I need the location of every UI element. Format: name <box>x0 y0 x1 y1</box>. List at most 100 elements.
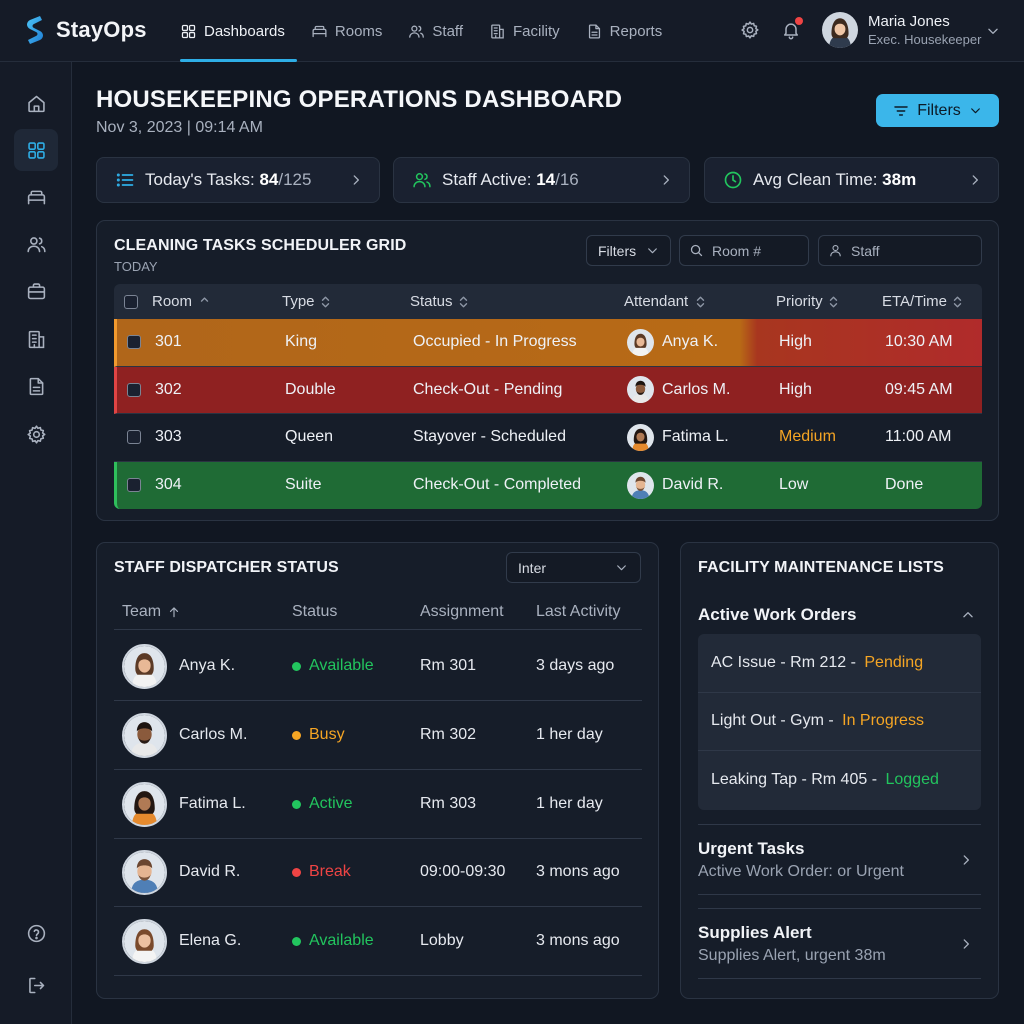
row-checkbox[interactable] <box>127 430 141 445</box>
type-cell: Suite <box>285 476 322 494</box>
col-status[interactable]: Status <box>410 293 624 310</box>
room-cell: 303 <box>117 428 285 446</box>
nav-staff[interactable]: Staff <box>408 0 475 62</box>
staff-table-header: Team Status Assignment Last Activity <box>114 594 642 630</box>
staff-filter-select[interactable]: Inter <box>506 552 641 583</box>
list-item[interactable]: Fatima L. Active Rm 303 1 her day <box>114 770 642 839</box>
col-team[interactable]: Team <box>114 603 292 621</box>
col-last-activity[interactable]: Last Activity <box>536 602 621 620</box>
notification-dot <box>795 17 803 25</box>
col-attendant[interactable]: Attendant <box>624 293 766 310</box>
home-icon <box>26 93 47 114</box>
user-menu[interactable]: Maria Jones Exec. Housekeeper <box>822 12 981 48</box>
sort-icon <box>459 296 468 308</box>
sidebar-item-home[interactable] <box>14 82 58 124</box>
type-cell: King <box>285 333 318 351</box>
avatar <box>122 918 167 964</box>
work-order-text: Leaking Tap - Rm 405 - <box>711 771 882 789</box>
kpi-todays-tasks[interactable]: Today's Tasks: 84/125 <box>96 157 380 203</box>
table-row[interactable]: 301 King Occupied - In Progress Anya K. … <box>114 319 982 367</box>
col-type[interactable]: Type <box>282 293 410 310</box>
eta-cell: 09:45 AM <box>885 380 953 398</box>
nav-rooms[interactable]: Rooms <box>311 0 395 62</box>
work-orders-header[interactable]: Active Work Orders <box>698 605 981 625</box>
sidebar-item-rooms[interactable] <box>14 176 58 218</box>
col-status[interactable]: Status <box>292 602 338 620</box>
row-checkbox[interactable] <box>127 335 141 350</box>
logout-icon <box>26 975 47 996</box>
page-date: Nov 3, 2023 | 09:14 AM <box>96 119 263 136</box>
sort-icon <box>696 296 705 308</box>
sidebar-item-reports[interactable] <box>14 365 58 407</box>
grid-icon <box>180 23 197 40</box>
list-icon <box>115 170 135 190</box>
avatar <box>122 849 167 895</box>
table-row[interactable]: 304 Suite Check-Out - Completed David R.… <box>114 461 982 509</box>
staff-assignment: Rm 302 <box>420 726 477 743</box>
staff-search-input[interactable]: Staff <box>818 235 982 266</box>
col-eta[interactable]: ETA/Time <box>882 293 982 310</box>
urgent-tasks-section[interactable]: Urgent Tasks Active Work Order: or Urgen… <box>698 824 981 895</box>
supplies-alert-section[interactable]: Supplies Alert Supplies Alert, urgent 38… <box>698 908 981 979</box>
eta-cell: 10:30 AM <box>885 333 953 351</box>
staff-filter-value: Inter <box>518 559 547 576</box>
briefcase-icon <box>26 281 47 302</box>
sidebar-item-facility[interactable] <box>14 318 58 360</box>
staff-search-placeholder: Staff <box>851 242 880 259</box>
sidebar-item-help[interactable] <box>14 912 58 954</box>
urgent-tasks-subtitle: Active Work Order: or Urgent <box>698 863 904 880</box>
nav-label: Dashboards <box>204 22 285 40</box>
avatar <box>122 643 167 689</box>
col-priority[interactable]: Priority <box>766 293 882 310</box>
table-row[interactable]: 302 Double Check-Out - Pending Carlos M.… <box>114 366 982 414</box>
sort-up-icon <box>200 296 209 308</box>
col-room[interactable]: Room <box>114 293 282 310</box>
list-item[interactable]: Carlos M. Busy Rm 302 1 her day <box>114 701 642 770</box>
work-orders-list: AC Issue - Rm 212 - Pending Light Out - … <box>698 634 981 810</box>
staff-last-activity: 3 mons ago <box>536 863 620 880</box>
avatar <box>122 712 167 758</box>
room-number: 303 <box>155 428 182 446</box>
scheduler-filter-dropdown[interactable]: Filters <box>586 235 671 266</box>
list-item[interactable]: Elena G. Available Lobby 3 mons ago <box>114 907 642 976</box>
chevron-right-icon <box>349 173 363 187</box>
attendant-name: David R. <box>662 476 724 494</box>
room-search-input[interactable]: Room # <box>679 235 809 266</box>
row-checkbox[interactable] <box>127 382 141 397</box>
staff-name: Fatima L. <box>179 795 246 812</box>
nav-facility[interactable]: Facility <box>489 0 572 62</box>
staff-status: Available <box>309 657 374 674</box>
kpi-staff-active[interactable]: Staff Active: 14/16 <box>393 157 690 203</box>
attendant-cell: David R. <box>627 472 769 499</box>
sidebar-item-staff[interactable] <box>14 223 58 265</box>
col-assignment[interactable]: Assignment <box>420 602 504 620</box>
work-order-item[interactable]: Leaking Tap - Rm 405 - Logged <box>698 751 981 810</box>
sidebar-item-tasks[interactable] <box>14 270 58 312</box>
work-order-item[interactable]: AC Issue - Rm 212 - Pending <box>698 634 981 693</box>
settings-gear-icon[interactable] <box>740 20 760 40</box>
kpi-avg-clean-time[interactable]: Avg Clean Time: 38m <box>704 157 999 203</box>
list-item[interactable]: Anya K. Available Rm 301 3 days ago <box>114 632 642 701</box>
nav-dashboards[interactable]: Dashboards <box>180 0 297 62</box>
attendant-name: Fatima L. <box>662 428 729 446</box>
list-item[interactable]: David R. Break 09:00-09:30 3 mons ago <box>114 838 642 907</box>
select-all-checkbox[interactable] <box>124 294 138 309</box>
avatar <box>122 781 167 827</box>
work-order-status: Pending <box>864 653 924 671</box>
table-row[interactable]: 303 Queen Stayover - Scheduled Fatima L.… <box>114 414 982 462</box>
grid-icon <box>26 140 47 161</box>
kpi-label: Staff Active: <box>442 170 532 189</box>
sidebar-item-dashboard[interactable] <box>14 129 58 171</box>
gear-icon <box>26 424 47 445</box>
users-icon <box>408 23 425 40</box>
sidebar-item-logout[interactable] <box>14 964 58 1006</box>
nav-reports[interactable]: Reports <box>586 0 675 62</box>
filters-button[interactable]: Filters <box>876 94 999 127</box>
app-logo[interactable]: StayOps <box>24 14 147 46</box>
work-order-item[interactable]: Light Out - Gym - In Progress <box>698 693 981 752</box>
chevron-down-icon[interactable] <box>986 24 1000 38</box>
row-checkbox[interactable] <box>127 478 141 493</box>
sidebar-item-settings[interactable] <box>14 413 58 455</box>
kpi-total: /125 <box>278 170 312 189</box>
nav-label: Reports <box>609 22 663 40</box>
